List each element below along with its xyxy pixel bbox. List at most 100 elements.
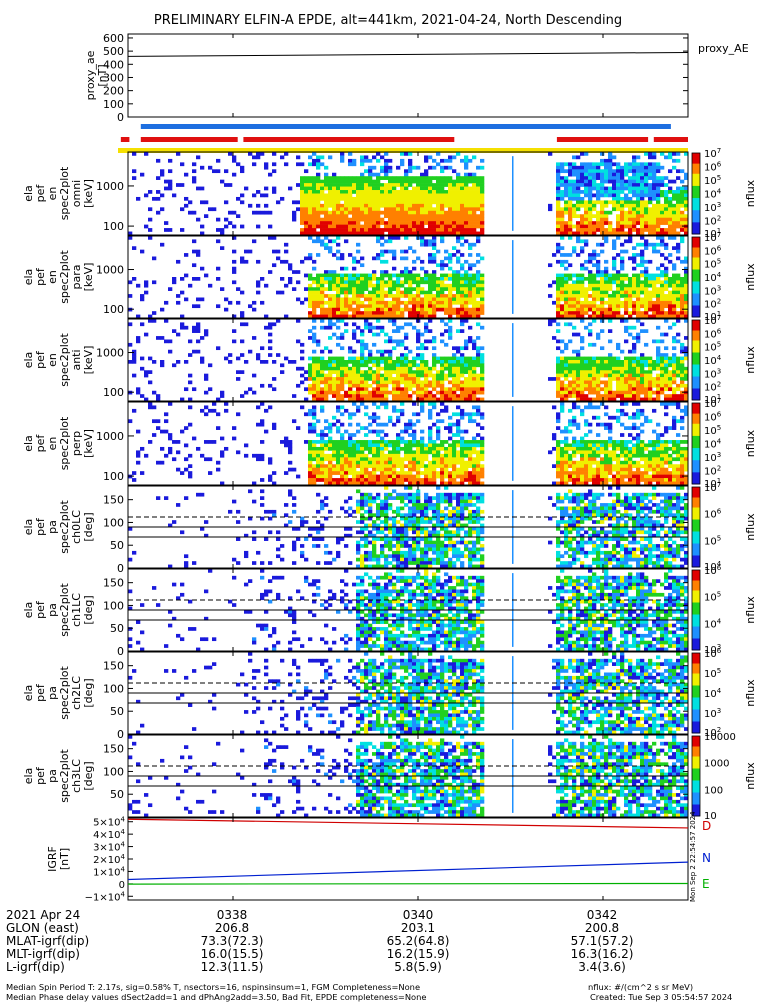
heatmap-cell	[664, 357, 668, 361]
heatmap-cell	[676, 225, 680, 229]
heatmap-cell	[560, 294, 564, 298]
heatmap-cell	[380, 194, 384, 198]
heatmap-cell	[400, 464, 404, 468]
heatmap-cell	[660, 239, 664, 243]
heatmap-cell	[376, 214, 380, 218]
heatmap-cell	[308, 211, 312, 215]
heatmap-cell	[644, 374, 648, 378]
heatmap-cell	[644, 180, 648, 184]
heatmap-cell	[364, 447, 368, 451]
heatmap-cell	[204, 405, 208, 409]
heatmap-cell	[412, 308, 416, 312]
heatmap-cell	[588, 211, 592, 215]
heatmap-cell	[660, 211, 664, 215]
heatmap-cell	[616, 311, 620, 315]
heatmap-cell	[428, 243, 432, 247]
heatmap-cell	[568, 214, 572, 218]
heatmap-cell	[372, 374, 376, 378]
heatmap-cell	[300, 162, 304, 166]
heatmap-cell	[320, 228, 324, 232]
heatmap-cell	[440, 333, 444, 337]
heatmap-cell	[388, 214, 392, 218]
heatmap-cell	[416, 274, 420, 278]
heatmap-cell	[396, 287, 400, 291]
heatmap-cell	[428, 253, 432, 257]
heatmap-cell	[564, 311, 568, 315]
heatmap-cell	[648, 391, 652, 395]
heatmap-cell	[348, 159, 352, 163]
heatmap-cell	[336, 197, 340, 201]
heatmap-cell	[656, 228, 660, 232]
heatmap-cell	[612, 311, 616, 315]
heatmap-cell	[404, 291, 408, 295]
heatmap-cell	[548, 319, 552, 323]
heatmap-cell	[316, 478, 320, 482]
heatmap-cell	[364, 319, 368, 323]
heatmap-cell	[340, 308, 344, 312]
heatmap-cell	[332, 454, 336, 458]
heatmap-cell	[592, 250, 596, 254]
heatmap-cell	[332, 228, 336, 232]
heatmap-cell	[476, 176, 480, 180]
heatmap-cell	[660, 280, 664, 284]
heatmap-cell	[588, 343, 592, 347]
heatmap-cell	[396, 277, 400, 281]
heatmap-cell	[460, 374, 464, 378]
heatmap-cell	[364, 190, 368, 194]
heatmap-cell	[448, 294, 452, 298]
heatmap-cell	[344, 187, 348, 191]
heatmap-cell	[480, 214, 484, 218]
heatmap-cell	[340, 280, 344, 284]
heatmap-cell	[148, 405, 152, 409]
heatmap-cell	[460, 274, 464, 278]
heatmap-cell	[560, 207, 564, 211]
heatmap-cell	[416, 377, 420, 381]
heatmap-cell	[328, 197, 332, 201]
heatmap-cell	[232, 270, 236, 274]
heatmap-cell	[676, 221, 680, 225]
heatmap-cell	[168, 450, 172, 454]
heatmap-cell	[372, 214, 376, 218]
heatmap-cell	[160, 194, 164, 198]
heatmap-cell	[624, 301, 628, 305]
heatmap-cell	[656, 250, 660, 254]
heatmap-cell	[404, 207, 408, 211]
heatmap-cell	[596, 176, 600, 180]
heatmap-cell	[652, 152, 656, 156]
heatmap-cell	[420, 357, 424, 361]
heatmap-cell	[412, 311, 416, 315]
heatmap-cell	[376, 457, 380, 461]
heatmap-cell	[232, 159, 236, 163]
heatmap-cell	[624, 183, 628, 187]
heatmap-cell	[384, 211, 388, 215]
heatmap-cell	[616, 162, 620, 166]
heatmap-cell	[592, 294, 596, 298]
heatmap-cell	[360, 162, 364, 166]
heatmap-cell	[428, 194, 432, 198]
heatmap-cell	[316, 190, 320, 194]
heatmap-cell	[648, 394, 652, 398]
heatmap-cell	[620, 387, 624, 391]
heatmap-cell	[600, 243, 604, 247]
heatmap-cell	[664, 176, 668, 180]
heatmap-cell	[632, 377, 636, 381]
heatmap-cell	[360, 287, 364, 291]
heatmap-cell	[648, 173, 652, 177]
heatmap-cell	[300, 180, 304, 184]
heatmap-cell	[388, 478, 392, 482]
heatmap-cell	[308, 377, 312, 381]
heatmap-cell	[224, 298, 228, 302]
heatmap-cell	[440, 236, 444, 240]
heatmap-cell	[404, 336, 408, 340]
heatmap-cell	[648, 169, 652, 173]
heatmap-cell	[404, 353, 408, 357]
heatmap-cell	[372, 412, 376, 416]
heatmap-cell	[364, 183, 368, 187]
heatmap-cell	[328, 440, 332, 444]
heatmap-cell	[596, 221, 600, 225]
heatmap-cell	[680, 367, 684, 371]
heatmap-cell	[580, 200, 584, 204]
heatmap-cell	[568, 381, 572, 385]
heatmap-cell	[408, 214, 412, 218]
